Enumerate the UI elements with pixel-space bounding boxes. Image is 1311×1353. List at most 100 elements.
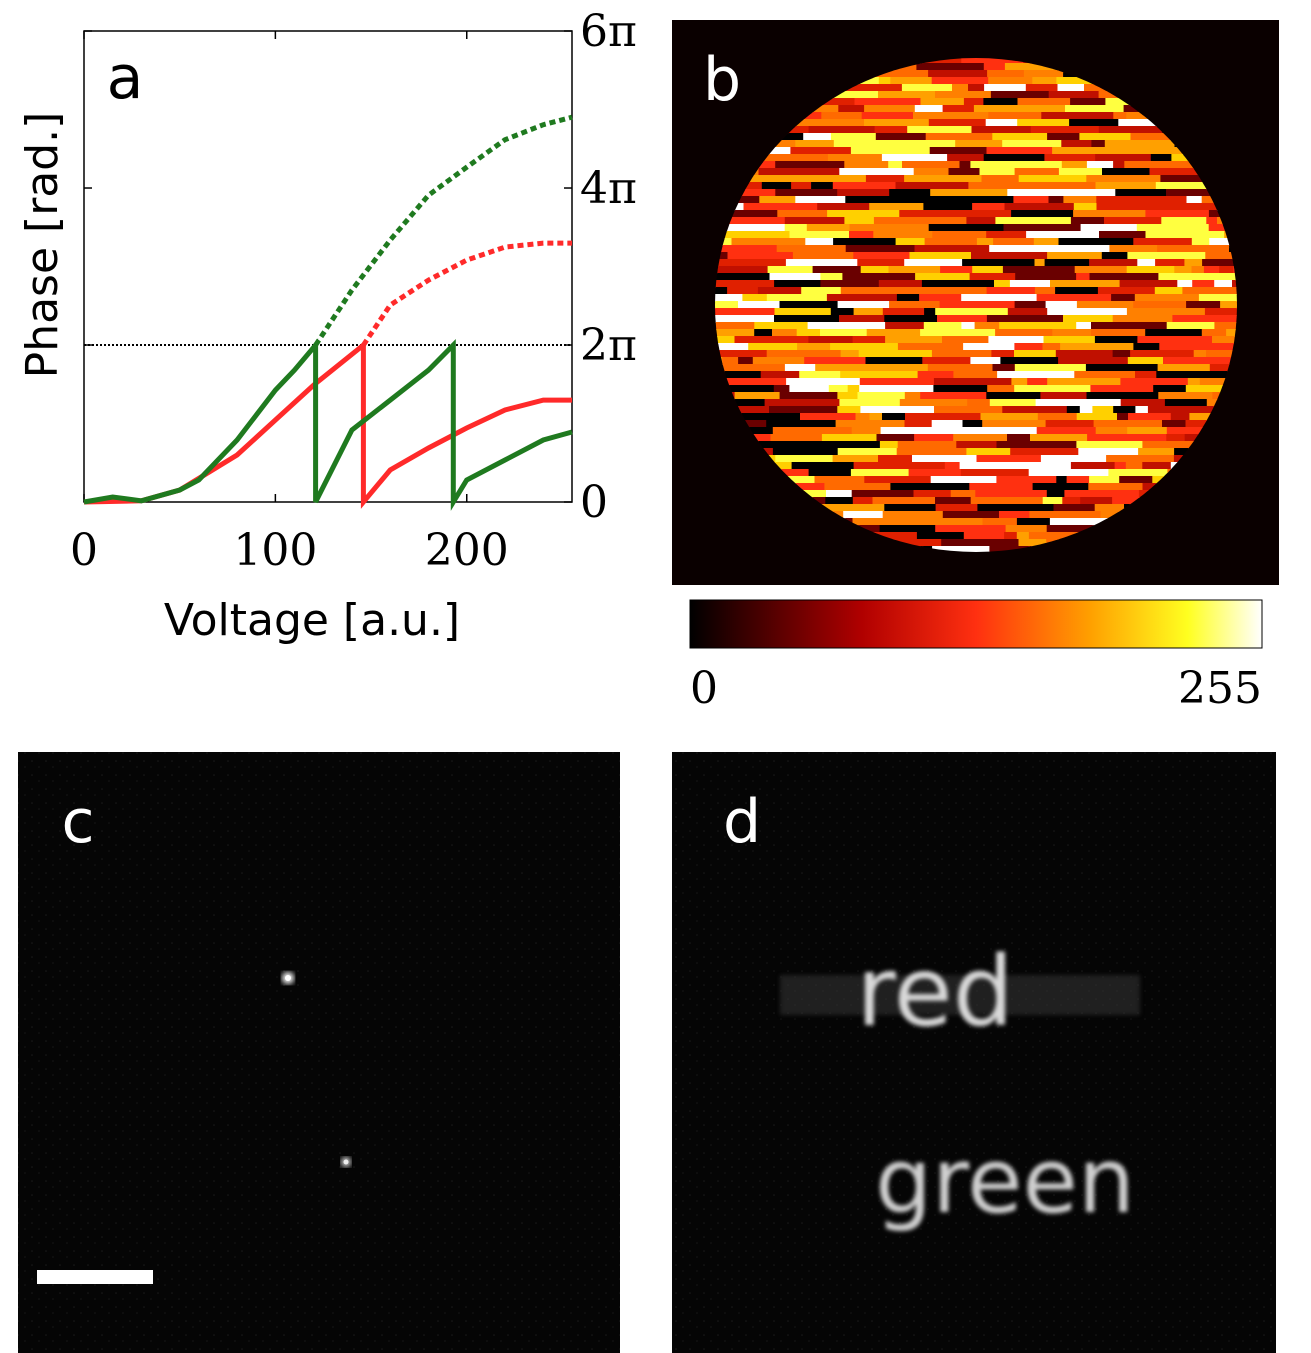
phase-curve	[361, 240, 572, 347]
phase-streak	[907, 126, 973, 134]
phase-streak	[889, 301, 941, 309]
phase-streak	[808, 98, 856, 106]
phase-streak	[1087, 434, 1168, 442]
phase-streak	[935, 308, 1009, 316]
phase-streak	[837, 448, 898, 456]
phase-streak	[1076, 322, 1092, 330]
phase-streak	[715, 252, 729, 260]
phase-streak	[888, 266, 942, 274]
phase-streak	[1041, 112, 1115, 120]
phase-streak	[775, 161, 846, 169]
phase-streak	[1063, 196, 1098, 204]
phase-streak	[784, 217, 846, 225]
phase-streak	[1085, 364, 1159, 372]
phase-streak	[987, 385, 1016, 393]
phase-streak	[925, 217, 968, 225]
phase-streak	[999, 511, 1031, 519]
phase-streak	[1089, 259, 1139, 267]
phase-streak	[715, 315, 775, 323]
phase-streak	[838, 434, 878, 442]
phase-streak	[977, 504, 1055, 512]
phase-streak	[897, 343, 964, 351]
phase-streak	[941, 539, 1020, 547]
phase-streak	[1112, 315, 1174, 323]
phase-streak	[987, 70, 1025, 78]
phase-streak	[852, 518, 922, 526]
phase-streak	[966, 448, 1012, 456]
phase-streak	[932, 546, 991, 552]
phase-streak	[1130, 350, 1158, 358]
phase-streak	[789, 385, 830, 393]
phase-streak	[919, 294, 963, 302]
phase-streak	[1126, 266, 1176, 274]
phase-streak	[972, 266, 1004, 274]
axes-frame	[83, 30, 573, 503]
phase-streak	[917, 378, 935, 386]
phase-streak	[909, 252, 972, 260]
phase-streak	[932, 231, 988, 239]
phase-streak	[867, 280, 880, 288]
phase-streak	[954, 210, 1013, 218]
phase-streak	[792, 252, 855, 260]
phase-streak	[723, 336, 736, 344]
phase-streak	[1220, 301, 1237, 309]
phase-streak	[1074, 371, 1114, 379]
phase-streak	[826, 490, 853, 498]
phase-streak	[715, 189, 777, 197]
phase-streak	[1212, 336, 1237, 344]
phase-streak	[904, 392, 922, 400]
phase-streak	[1147, 406, 1218, 414]
phase-streak	[1007, 189, 1075, 197]
phase-streak	[930, 476, 998, 484]
phase-streak	[731, 238, 807, 246]
phase-streak	[1073, 210, 1147, 218]
phase-streak	[970, 161, 996, 169]
phase-streak	[882, 308, 900, 316]
phase-streak	[1114, 462, 1127, 470]
phase-streak	[850, 147, 931, 155]
phase-streak	[894, 476, 932, 484]
phase-streak	[779, 301, 839, 309]
phase-streak	[757, 287, 803, 295]
phase-streak	[715, 231, 791, 239]
panel-a: a Voltage [a.u.] Phase [rad.] 0 100 200 0 2π…	[17, 6, 637, 646]
phase-streak	[759, 196, 797, 204]
phase-streak	[1073, 203, 1098, 211]
phase-streak	[847, 385, 861, 393]
phase-streak	[811, 182, 834, 190]
phase-streak	[1136, 224, 1210, 232]
phase-streak	[1078, 448, 1140, 456]
phase-streak	[911, 140, 957, 148]
phase-streak	[801, 287, 842, 295]
phase-streak	[1055, 364, 1087, 372]
phase-streak	[1066, 406, 1081, 414]
phase-streak	[904, 420, 933, 428]
phase-streak	[913, 112, 990, 120]
panel-label: c	[62, 787, 95, 857]
phase-streak	[757, 161, 777, 169]
phase-streak	[956, 441, 998, 449]
phase-streak	[979, 168, 1016, 176]
phase-streak	[1016, 518, 1051, 526]
phase-streak	[1170, 413, 1191, 421]
phase-streak	[873, 217, 927, 225]
phase-streak	[1049, 518, 1127, 526]
phase-streak	[928, 119, 987, 127]
phase-streak	[830, 133, 877, 141]
phase-streak	[1117, 413, 1129, 421]
phase-streak	[996, 476, 1058, 484]
phase-streak	[1092, 406, 1115, 414]
phase-streak	[774, 315, 840, 323]
phase-streak	[1030, 126, 1100, 134]
phase-streak	[1014, 301, 1047, 309]
phase-streak	[947, 154, 985, 162]
phase-streak	[1034, 287, 1056, 295]
phase-streak	[850, 469, 910, 477]
phase-streak	[1158, 273, 1210, 281]
phase-streak	[1186, 301, 1199, 309]
phase-streak	[917, 371, 955, 379]
phase-streak	[715, 336, 725, 344]
phase-streak	[832, 455, 879, 463]
phase-streak	[772, 448, 839, 456]
phase-streak	[952, 84, 969, 92]
